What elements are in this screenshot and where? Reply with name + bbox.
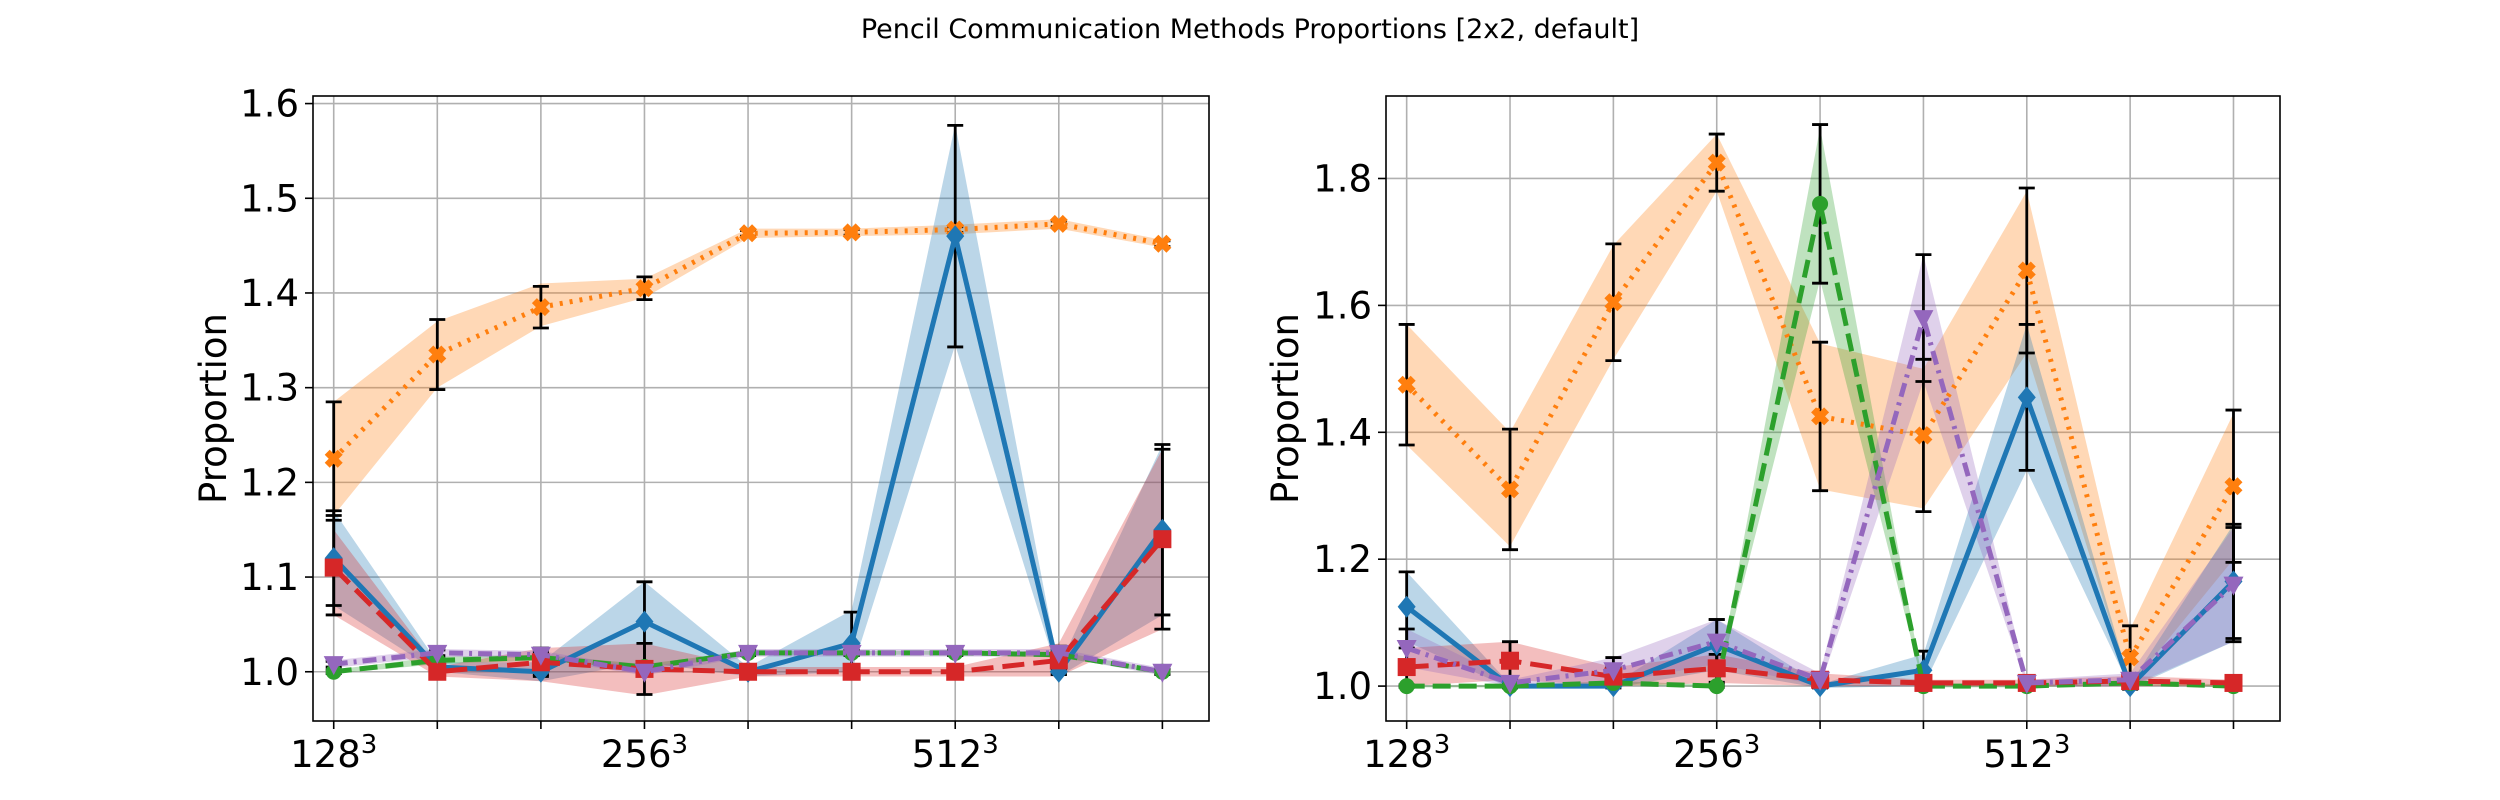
data-point <box>2017 261 2036 280</box>
data-point <box>1397 595 1416 618</box>
series-purple-dashdot <box>323 644 1173 683</box>
x-axis-ticks: 1283 2563 5123 <box>290 721 1164 776</box>
data-point <box>1048 644 1069 664</box>
y-tick-label: 1.0 <box>1313 665 1372 708</box>
data-point <box>946 662 965 681</box>
data-point <box>2121 648 2140 667</box>
data-point <box>634 663 655 683</box>
x-tick-label: 5123 <box>1983 730 2070 776</box>
data-point <box>323 656 344 676</box>
axes-frame <box>312 95 1210 722</box>
data-point <box>428 662 447 681</box>
x-axis-ticks: 1283 2563 5123 <box>1363 721 2235 776</box>
data-point <box>427 644 448 664</box>
y-tick-label: 1.3 <box>240 367 299 410</box>
data-point <box>738 644 759 664</box>
data-point <box>635 279 654 298</box>
data-point <box>1604 293 1623 312</box>
data-point <box>1153 234 1172 253</box>
data-point <box>1810 671 1831 691</box>
y-tick-label: 1.8 <box>1313 157 1372 200</box>
series-orange-dotted <box>1397 153 2243 667</box>
x-tick-label: 5123 <box>912 730 999 776</box>
data-point <box>531 298 550 317</box>
data-point <box>635 610 654 633</box>
data-point <box>1500 674 1521 694</box>
data-point <box>1708 678 1725 695</box>
y-axis-ticks: 1.0 1.1 1.2 1.3 1.4 1.5 1.6 <box>240 83 313 694</box>
series-purple-dashdot <box>1396 310 2244 694</box>
data-point <box>1501 651 1520 670</box>
y-tick-label: 1.4 <box>1313 411 1372 454</box>
y-tick-label: 1.0 <box>240 651 299 694</box>
y-tick-label: 1.5 <box>240 177 299 220</box>
data-point <box>324 449 343 468</box>
data-point <box>841 644 862 664</box>
y-axis-label: Proportion <box>192 313 235 504</box>
data-point <box>842 662 861 681</box>
data-point <box>2224 673 2243 692</box>
x-tick-label: 2563 <box>1673 730 1760 776</box>
figure-title: Pencil Communication Methods Proportions… <box>861 14 1639 45</box>
y-tick-label: 1.6 <box>1313 284 1372 327</box>
series-line <box>1405 315 2236 686</box>
data-point <box>1812 195 1829 212</box>
series-line <box>331 537 1165 675</box>
data-point <box>2120 671 2141 691</box>
axes-frame <box>1385 95 2281 722</box>
data-point <box>1153 530 1172 549</box>
data-point <box>1396 640 1417 660</box>
data-point <box>1049 214 1068 233</box>
data-point <box>1707 659 1726 678</box>
y-tick-label: 1.6 <box>240 83 299 126</box>
data-point <box>1501 480 1520 499</box>
series-orange-dotted <box>324 214 1172 468</box>
y-axis-label: Proportion <box>1264 313 1307 504</box>
data-point <box>2017 386 2036 409</box>
data-point <box>945 644 966 664</box>
left-chart-panel: 1.0 1.1 1.2 1.3 1.4 1.5 1.6 1283 2563 5123 Proport… <box>192 83 1210 776</box>
data-point <box>324 558 343 577</box>
data-point <box>2016 674 2037 694</box>
y-axis-ticks: 1.0 1.2 1.4 1.6 1.8 <box>1313 157 1386 708</box>
data-point <box>1397 375 1416 394</box>
data-point <box>946 225 965 248</box>
data-point <box>842 223 861 242</box>
data-point <box>1152 663 1173 683</box>
x-tick-label: 2563 <box>601 730 688 776</box>
data-point <box>1914 673 1933 692</box>
data-point <box>1811 407 1830 426</box>
data-point <box>739 224 758 243</box>
right-chart-panel: 1.0 1.2 1.4 1.6 1.8 1283 2563 5123 Proportion <box>1264 95 2281 776</box>
data-point <box>530 646 551 666</box>
y-tick-label: 1.1 <box>240 556 299 599</box>
data-point <box>428 345 447 364</box>
data-point <box>2224 477 2243 496</box>
data-point <box>2223 576 2244 596</box>
y-tick-label: 1.2 <box>1313 538 1372 581</box>
data-point <box>1603 662 1624 682</box>
x-tick-label: 1283 <box>290 730 377 776</box>
data-point <box>1707 153 1726 172</box>
data-point <box>1398 678 1415 695</box>
data-point <box>1913 310 1934 330</box>
y-tick-label: 1.4 <box>240 272 299 315</box>
x-tick-label: 1283 <box>1363 730 1450 776</box>
data-point <box>739 662 758 681</box>
data-point <box>1397 658 1416 677</box>
data-point <box>1914 426 1933 445</box>
y-tick-label: 1.2 <box>240 461 299 504</box>
data-point <box>1706 633 1727 653</box>
